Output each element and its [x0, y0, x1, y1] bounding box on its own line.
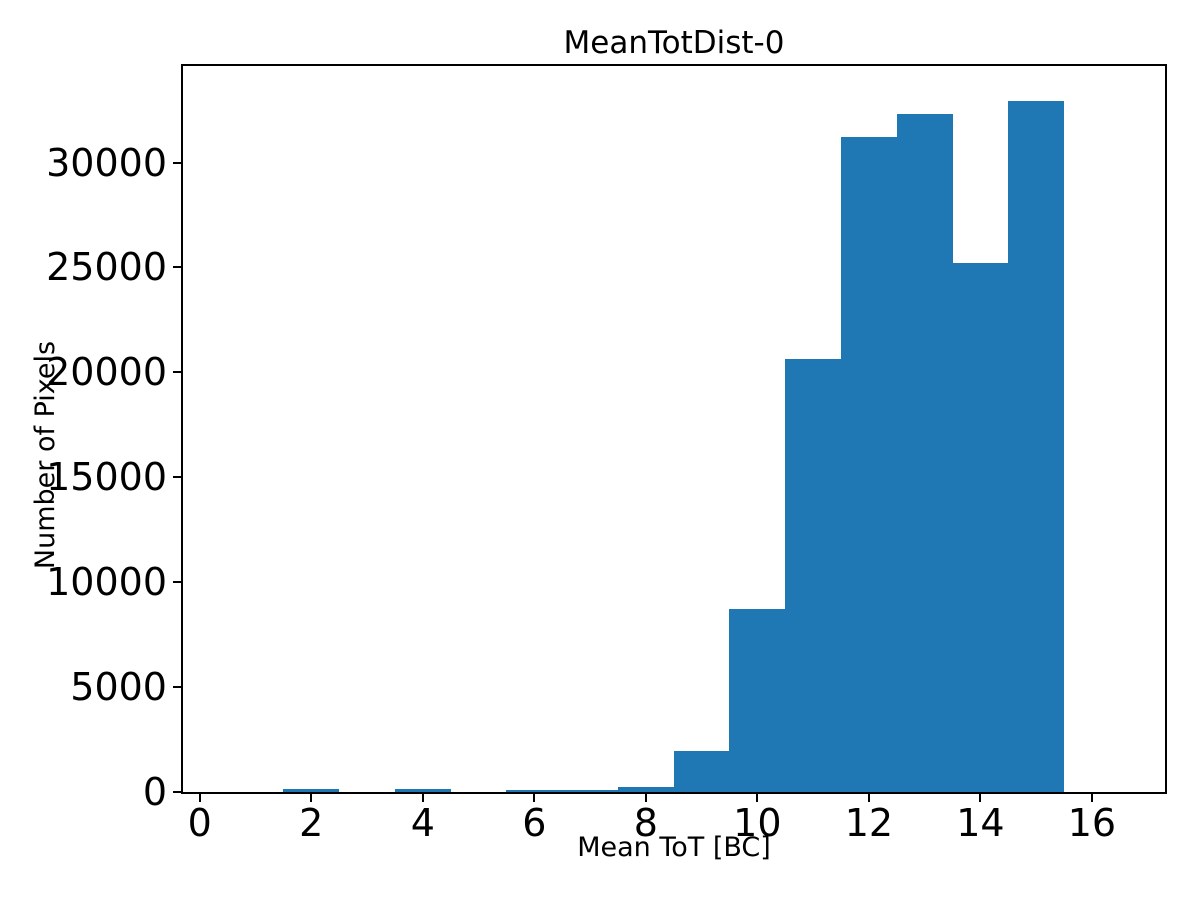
x-axis-label: Mean ToT [BC]	[577, 832, 771, 863]
histogram-bar	[562, 789, 618, 792]
x-tick-label: 8	[633, 801, 658, 845]
y-tick-mark	[173, 686, 181, 689]
x-tick-mark	[756, 794, 759, 802]
histogram-bar	[729, 609, 786, 792]
x-tick-label: 0	[187, 801, 212, 845]
y-tick-label: 30000	[46, 140, 167, 185]
x-tick-label: 10	[733, 801, 782, 845]
histogram-bar	[896, 114, 953, 792]
plot-area: 0 2 4 6 8 10 12 14 16 0 5000 10000 15000 20000 25000 30…	[46, 64, 1167, 842]
x-tick-mark	[310, 794, 313, 802]
y-tick-label: 10000	[46, 560, 167, 605]
histogram-bar	[841, 137, 897, 792]
histogram-bar	[394, 789, 451, 792]
histogram-bar	[617, 786, 674, 792]
histogram-bar	[283, 789, 340, 792]
y-tick-label: 0	[142, 770, 167, 814]
bars-layer	[183, 66, 1165, 792]
x-tick-label: 12	[844, 801, 894, 845]
y-tick-mark	[173, 266, 181, 269]
y-tick-mark	[173, 161, 181, 164]
y-tick-label: 15000	[46, 455, 167, 500]
chart-title: MeanTotDist-0	[563, 25, 785, 61]
histogram-bar	[1008, 100, 1065, 792]
x-tick-mark	[644, 794, 647, 802]
x-tick-mark	[867, 794, 870, 802]
x-tick-mark	[1090, 794, 1093, 802]
x-tick-mark	[421, 794, 424, 802]
y-tick-label: 5000	[70, 665, 167, 710]
y-axis-label: Number of Pixels	[30, 340, 62, 570]
histogram-bar	[785, 358, 841, 792]
y-tick-mark	[173, 791, 181, 793]
x-tick-label: 14	[956, 801, 1005, 845]
x-tick-mark	[979, 794, 982, 802]
y-tick-label: 25000	[46, 245, 167, 290]
x-tick-label: 4	[410, 801, 435, 845]
histogram-bar	[673, 751, 730, 792]
y-tick-mark	[173, 476, 181, 479]
y-tick-label: 20000	[46, 350, 167, 395]
y-tick-mark	[173, 581, 181, 584]
x-tick-label: 2	[299, 801, 324, 845]
x-tick-label: 16	[1067, 801, 1117, 845]
x-tick-mark	[198, 794, 201, 802]
x-tick-label: 6	[522, 801, 547, 845]
histogram-bar	[506, 789, 563, 792]
y-tick-mark	[173, 371, 181, 374]
histogram-bar	[952, 263, 1009, 792]
x-tick-mark	[533, 794, 536, 802]
